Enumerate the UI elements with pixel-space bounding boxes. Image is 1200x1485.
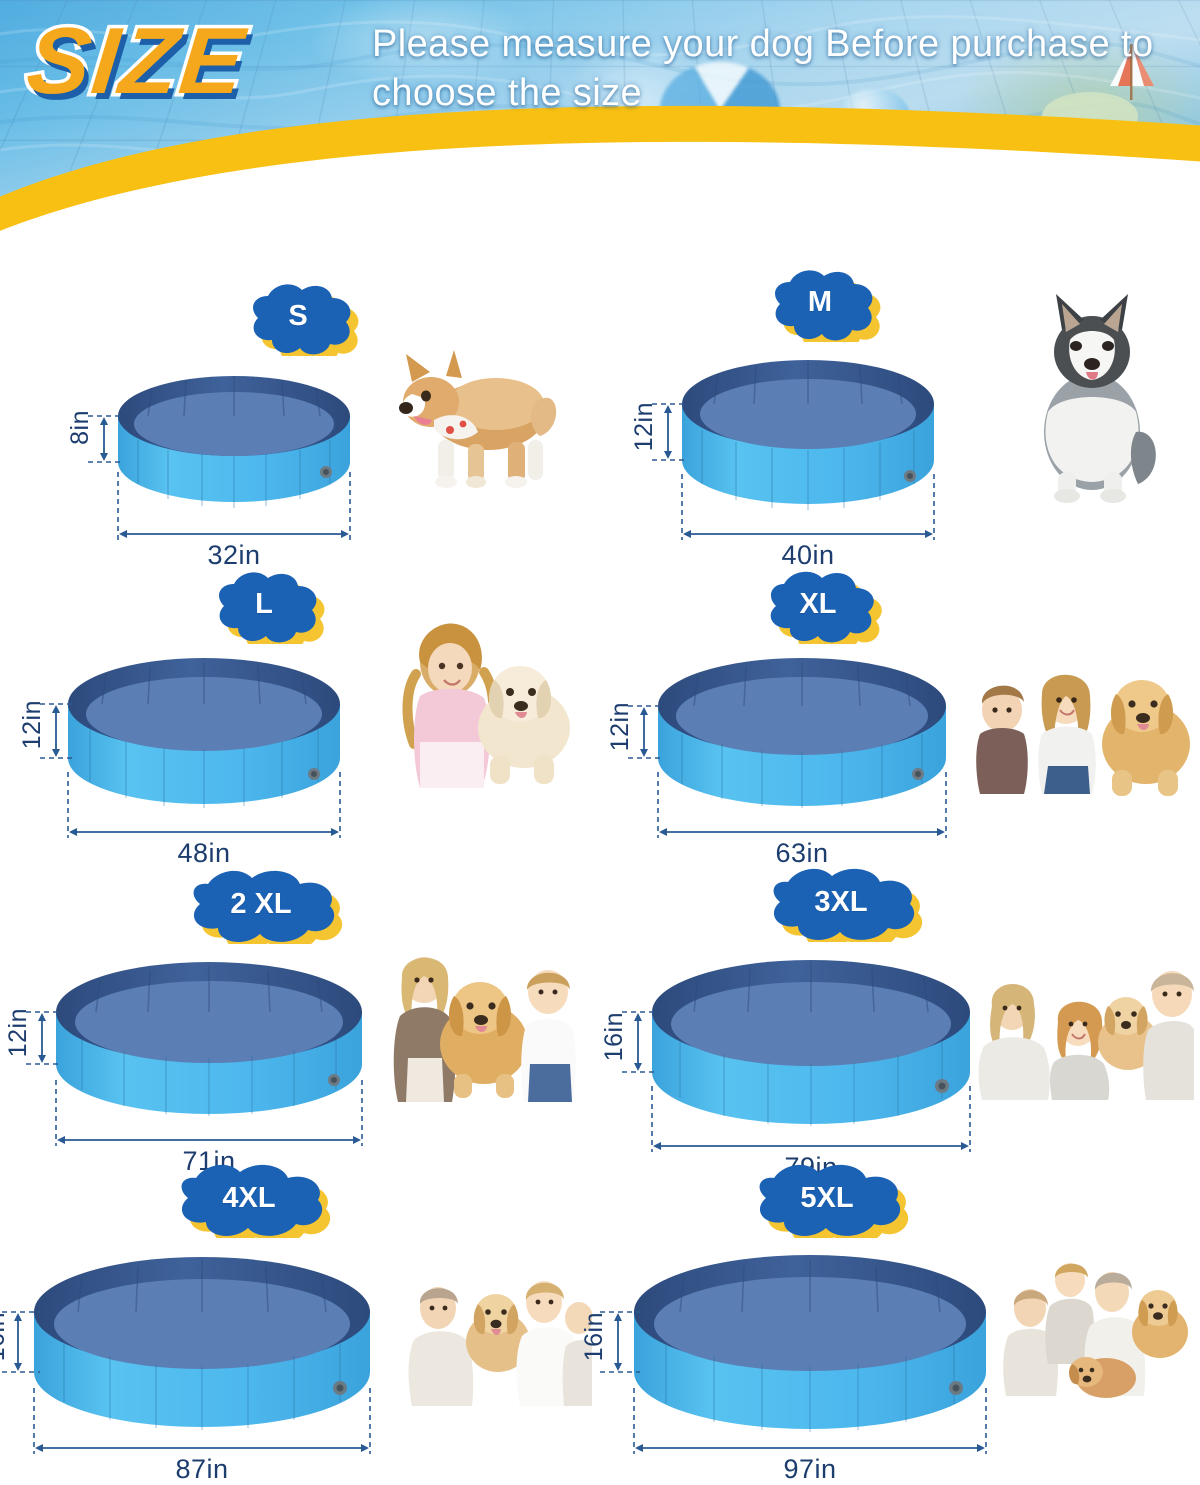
badge-blob-shape — [775, 270, 881, 342]
height-label: 12in — [4, 1008, 32, 1058]
yellow-curve-divider — [0, 105, 1200, 278]
pool-graphic — [652, 960, 970, 1126]
pool-illustration-xl: 12in 63in — [606, 634, 968, 868]
dimension-annotations — [628, 705, 947, 838]
photo-family-with-dog — [408, 1281, 592, 1406]
size-badge-3xl: 3XL — [752, 868, 930, 942]
height-label: 12in — [630, 402, 658, 452]
size-card-l[interactable]: L — [0, 570, 600, 872]
dimension-annotations — [40, 703, 341, 838]
pool-graphic — [34, 1257, 370, 1430]
size-badge-label: 5XL — [800, 1181, 854, 1214]
dimension-annotations — [622, 1011, 971, 1152]
pool-graphic — [56, 962, 362, 1116]
pool-illustration-s: 8in 32in — [66, 344, 414, 576]
size-badge-xl: XL — [748, 570, 888, 644]
height-label: 16in — [600, 1012, 628, 1062]
size-chart-grid: S — [0, 268, 1200, 1484]
diameter-label: 32in — [207, 540, 261, 570]
size-card-m[interactable]: M — [600, 268, 1200, 570]
header-tagline: Please measure your dog Before purchase … — [372, 23, 1154, 114]
dimension-annotations — [26, 1011, 363, 1146]
size-badge-label: XL — [799, 587, 837, 620]
badge-blob-shape — [759, 1164, 909, 1238]
size-badge-label: 4XL — [222, 1181, 276, 1214]
size-badge-label: L — [255, 587, 273, 620]
size-badge-5xl: 5XL — [738, 1164, 916, 1238]
pool-illustration-m: 12in 40in — [630, 334, 984, 570]
photo-corgi — [399, 350, 557, 488]
pool-graphic — [118, 376, 350, 508]
pool-illustration-2xl: 12in 71in — [4, 938, 366, 1176]
badge-blob-shape — [253, 284, 359, 356]
diameter-label: 63in — [775, 838, 829, 868]
size-badge-label: 3XL — [814, 885, 868, 918]
dimension-annotations — [2, 1311, 371, 1454]
badge-blob-shape — [181, 1164, 331, 1238]
height-label: 12in — [606, 702, 634, 752]
size-badge-4xl: 4XL — [160, 1164, 338, 1238]
size-card-4xl[interactable]: 4XL — [0, 1164, 600, 1484]
header-banner: SIZE Please measure your dog Before purc… — [0, 0, 1200, 278]
pool-graphic — [682, 360, 934, 510]
photo-family-two-dogs — [1003, 1263, 1188, 1398]
badge-blob-shape — [770, 571, 882, 644]
badge-blob-shape — [219, 572, 325, 644]
height-label: 16in — [0, 1312, 10, 1362]
size-badge-2xl: 2 XL — [172, 870, 350, 944]
photo-woman-boy-retriever — [393, 957, 576, 1102]
pool-illustration-4xl: 16in 87in — [0, 1226, 371, 1484]
badge-blob-shape — [773, 868, 923, 942]
size-card-s[interactable]: S — [0, 268, 600, 570]
diameter-label: 40in — [781, 540, 835, 570]
size-card-xl[interactable]: XL — [600, 570, 1200, 872]
photo-family-with-puppy — [978, 971, 1194, 1100]
size-card-5xl[interactable]: 5XL — [580, 1164, 1200, 1484]
size-badge-m: M — [750, 268, 890, 342]
photo-husky — [1044, 294, 1156, 503]
pool-illustration-3xl: 16in 79in — [600, 930, 971, 1182]
size-badge-label: S — [288, 299, 308, 332]
size-badge-label: M — [807, 285, 833, 318]
photo-children-with-retriever — [976, 674, 1190, 796]
height-label: 8in — [66, 410, 94, 445]
size-card-2xl[interactable]: 2 XL — [0, 870, 600, 1176]
pool-graphic — [68, 658, 340, 808]
dimension-annotations — [652, 403, 935, 540]
height-label: 12in — [18, 700, 46, 750]
pool-illustration-5xl: 16in 97in — [580, 1226, 987, 1484]
size-card-3xl[interactable]: 3XL — [600, 868, 1200, 1182]
size-badge-s: S — [228, 282, 368, 356]
pool-graphic — [634, 1255, 986, 1432]
diameter-label: 48in — [177, 838, 231, 868]
diameter-label: 97in — [783, 1454, 837, 1484]
height-label: 16in — [580, 1312, 608, 1362]
pool-illustration-l: 12in 48in — [18, 634, 380, 868]
pool-graphic — [658, 658, 946, 808]
size-badge-l: L — [194, 570, 334, 644]
size-badge-label: 2 XL — [230, 887, 292, 920]
dimension-annotations — [600, 1311, 987, 1454]
page-title: SIZE — [19, 5, 254, 117]
badge-blob-shape — [193, 870, 343, 944]
diameter-label: 87in — [175, 1454, 229, 1484]
photo-girl-with-puppy — [402, 623, 570, 788]
